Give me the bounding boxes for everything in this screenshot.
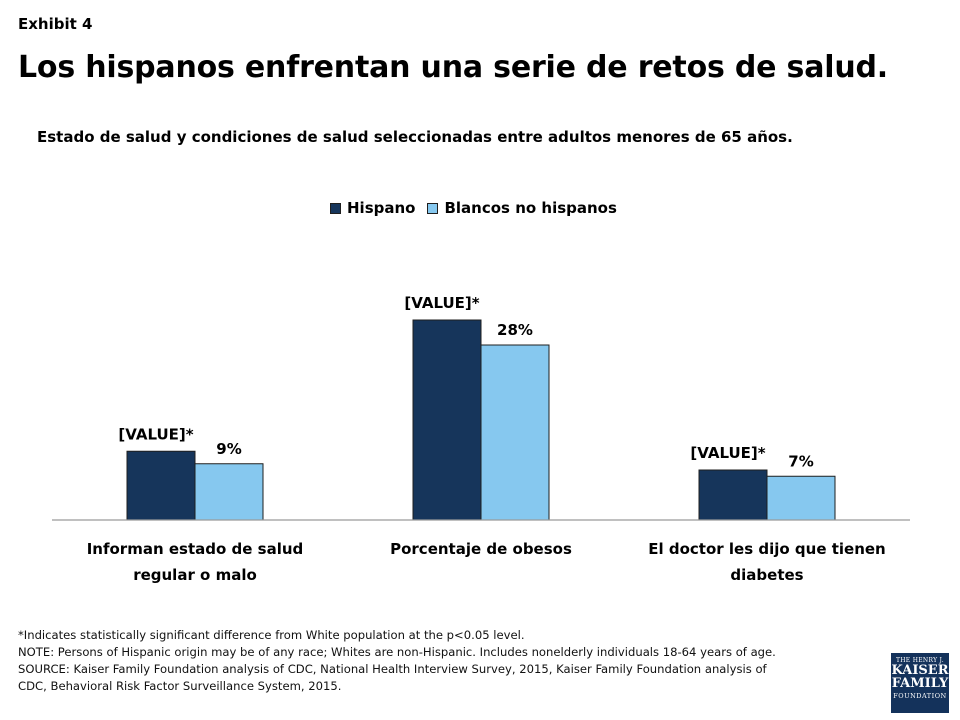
legend-item-hispano: Hispano xyxy=(330,199,415,217)
chart-subtitle: Estado de salud y condiciones de salud s… xyxy=(37,128,793,146)
footnotes: *Indicates statistically significant dif… xyxy=(18,627,878,695)
category-label-0-0: Informan estado de salud xyxy=(87,540,304,558)
bar-hispano-2 xyxy=(698,469,768,521)
bar-blancos-0 xyxy=(194,463,264,521)
data-label-hispano-1: [VALUE]* xyxy=(404,294,479,312)
bar-hispano-0 xyxy=(126,450,196,521)
category-label-2-1: diabetes xyxy=(730,566,803,584)
legend-swatch-hispano xyxy=(330,202,341,214)
category-label-2-0: El doctor les dijo que tienen xyxy=(648,540,885,558)
kff-logo: THE HENRY J. KAISER FAMILY FOUNDATION xyxy=(891,653,949,713)
bar-blancos-1 xyxy=(480,344,550,521)
legend-swatch-blancos xyxy=(427,202,439,214)
exhibit-label: Exhibit 4 xyxy=(18,15,93,33)
category-label-0-1: regular o malo xyxy=(133,566,257,584)
footnote-significance: *Indicates statistically significant dif… xyxy=(18,628,525,642)
data-label-blancos-1: 28% xyxy=(497,321,533,339)
footnote-source-cont: CDC, Behavioral Risk Factor Surveillance… xyxy=(18,679,342,693)
data-label-blancos-0: 9% xyxy=(216,440,241,458)
data-label-hispano-0: [VALUE]* xyxy=(118,425,193,443)
legend-item-blancos: Blancos no hispanos xyxy=(427,199,617,217)
category-label-1-0: Porcentaje de obesos xyxy=(390,540,572,558)
page-title: Los hispanos enfrentan una serie de reto… xyxy=(18,50,888,85)
footnote-source: SOURCE: Kaiser Family Foundation analysi… xyxy=(18,662,767,676)
legend-label-blancos: Blancos no hispanos xyxy=(444,199,617,217)
bar-blancos-2 xyxy=(766,475,836,521)
data-label-blancos-2: 7% xyxy=(788,452,813,470)
chart-legend: Hispano Blancos no hispanos xyxy=(330,199,629,217)
bar-hispano-1 xyxy=(412,319,482,521)
data-label-hispano-2: [VALUE]* xyxy=(690,444,765,462)
legend-label-hispano: Hispano xyxy=(347,199,416,217)
footnote-note: NOTE: Persons of Hispanic origin may be … xyxy=(18,645,776,659)
